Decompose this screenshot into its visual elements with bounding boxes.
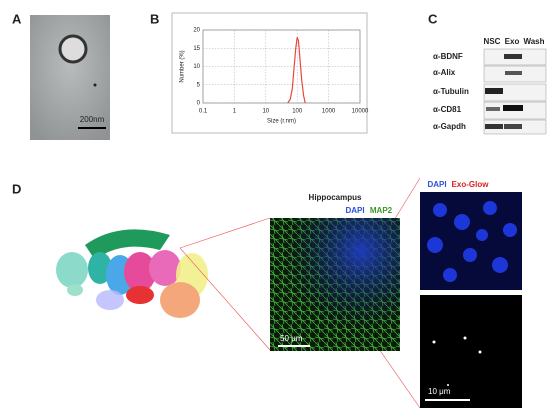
- y-tick-label: 5: [197, 82, 201, 88]
- panel-label: A: [12, 11, 22, 26]
- stain-label: MAP2: [370, 206, 393, 215]
- vesicle: [58, 34, 88, 64]
- lane-label: NSC: [484, 37, 501, 46]
- x-tick-label: 10000: [352, 109, 369, 115]
- blot: [483, 48, 547, 135]
- region-label: Hippocampus: [309, 193, 362, 202]
- micrograph-nuclei: [270, 218, 400, 351]
- lane-label: Wash: [523, 37, 544, 46]
- connector: [179, 177, 421, 408]
- chart-frame: [171, 12, 368, 134]
- stain-label: DAPI: [345, 206, 364, 215]
- scale-text: 200nm: [80, 115, 105, 124]
- nuclei: [427, 201, 517, 282]
- y-tick-label: 15: [193, 46, 200, 52]
- row-label: α-Alix: [433, 68, 456, 77]
- size-curve: [287, 37, 306, 104]
- x-tick-label: 100: [292, 109, 303, 115]
- panel-label: B: [150, 11, 159, 26]
- y-tick-label: 10: [193, 64, 200, 70]
- row-label: α-BDNF: [433, 52, 463, 61]
- scale-text: 50 μm: [280, 334, 303, 343]
- y-tick-label: 0: [197, 101, 201, 107]
- stain-label: DAPI: [427, 180, 446, 189]
- panel-label: C: [428, 11, 438, 26]
- x-axis-label: Size (r.nm): [267, 119, 296, 125]
- label-box: [420, 178, 522, 192]
- x-tick-label: 10: [262, 109, 269, 115]
- y-tick-label: 20: [193, 28, 200, 34]
- row-label: α-Gapdh: [433, 122, 466, 131]
- speck: [93, 83, 97, 87]
- x-tick-label: 1: [233, 109, 237, 115]
- panel-label: D: [12, 181, 21, 196]
- y-axis-label: Number (%): [180, 50, 186, 82]
- row-label: α-Tubulin: [433, 87, 469, 96]
- row-label: α-CD81: [433, 105, 462, 114]
- exosome-dots: [432, 336, 482, 386]
- scale-text: 10 μm: [428, 387, 451, 396]
- chart: 0 5 10 15 20 0.1 1 10 100 1000 10000 Size (r.nm) Num…: [180, 28, 369, 125]
- stain-label: Exo-Glow: [452, 180, 490, 189]
- lane-label: Exo: [505, 37, 520, 46]
- micrograph-exoglow: [420, 295, 522, 408]
- x-tick-label: 0.1: [199, 109, 208, 115]
- brain-illustration: [56, 229, 208, 318]
- x-tick-label: 1000: [322, 109, 336, 115]
